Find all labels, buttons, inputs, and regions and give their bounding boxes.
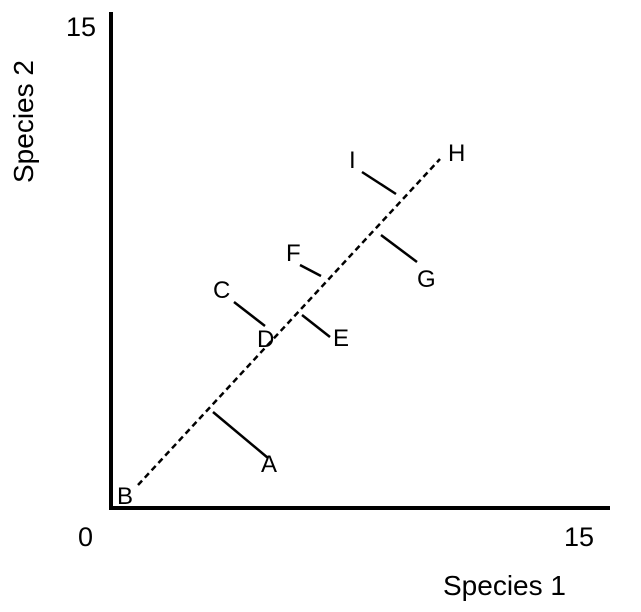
segment-g	[380, 234, 418, 263]
point-label-b: B	[117, 483, 134, 510]
point-label-g: G	[417, 266, 436, 293]
origin-label: 0	[78, 522, 94, 552]
x-axis-title: Species 1	[443, 570, 566, 601]
segment-f	[299, 263, 322, 278]
point-label-a: A	[261, 451, 278, 478]
segment-e	[301, 314, 331, 338]
point-label-i: I	[349, 147, 356, 174]
y-max-label: 15	[66, 12, 97, 42]
segment-a	[212, 411, 269, 459]
point-label-h: H	[448, 140, 466, 167]
segment-c	[233, 301, 266, 327]
dashed-trajectory-line	[137, 158, 441, 486]
segment-i	[361, 170, 397, 196]
y-axis-title: Species 2	[8, 60, 39, 183]
point-label-e: E	[333, 325, 350, 352]
point-label-f: F	[286, 240, 301, 267]
x-max-label: 15	[564, 522, 595, 552]
point-label-c: C	[213, 277, 231, 304]
point-label-d: D	[257, 326, 275, 353]
